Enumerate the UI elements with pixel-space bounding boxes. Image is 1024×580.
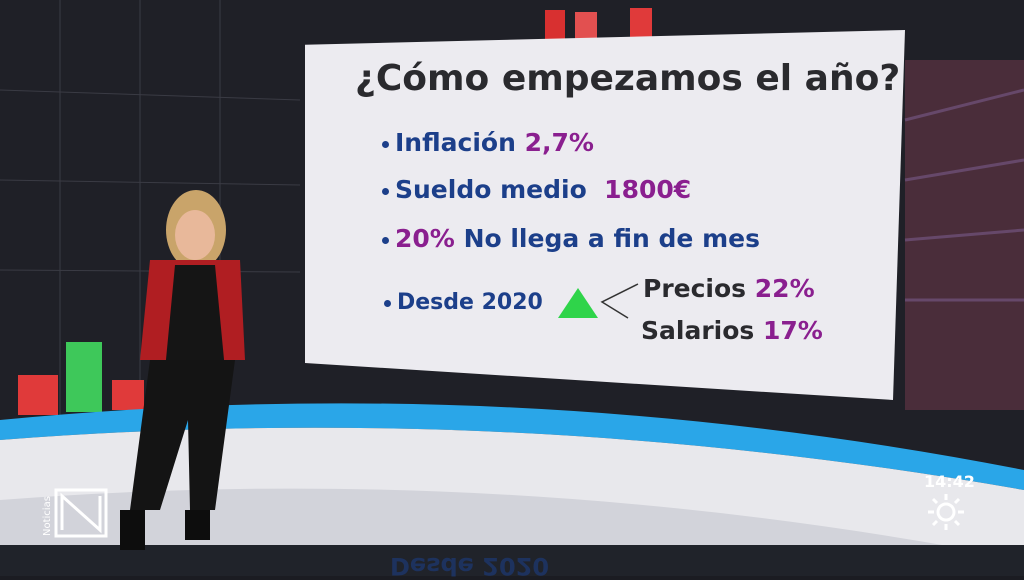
board-title: ¿Cómo empezamos el año? xyxy=(355,58,901,99)
broadcaster-logo xyxy=(928,494,964,530)
bullet-item: Inflación 2,7% xyxy=(382,128,594,157)
item-value: 2,7% xyxy=(524,128,594,157)
bullet-item: Sueldo medio 1800€ xyxy=(382,175,691,204)
since-row: Salarios 17% xyxy=(641,316,823,345)
row-value: 22% xyxy=(754,274,815,303)
row-label: Salarios xyxy=(641,316,755,345)
up-arrow xyxy=(558,283,639,319)
item-value: 1800€ xyxy=(604,175,692,204)
item-value: 20% xyxy=(395,224,455,253)
row-value: 17% xyxy=(763,316,823,345)
info-board xyxy=(305,30,905,400)
since-label: Desde 2020 xyxy=(397,290,543,315)
channel-name: Noticias xyxy=(42,496,53,536)
row-label: Precios xyxy=(643,274,747,303)
item-label: Sueldo medio xyxy=(395,175,587,204)
item-label: No llega a fin de mes xyxy=(463,224,760,253)
item-label: Inflación xyxy=(395,128,516,157)
channel-logo xyxy=(54,488,108,538)
since-item: Desde 2020 xyxy=(384,290,543,315)
bullet-item: 20% No llega a fin de mes xyxy=(382,224,760,253)
clock: 14:42 xyxy=(924,472,975,491)
since-row: Precios 22% xyxy=(643,274,815,303)
presenter xyxy=(120,190,245,550)
